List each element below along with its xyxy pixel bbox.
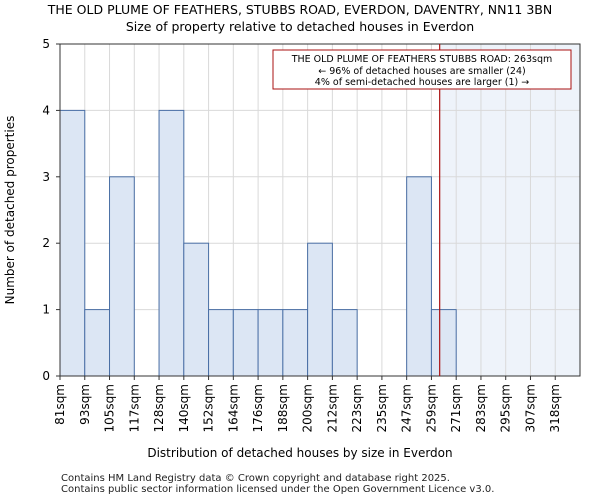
- x-tick-label: 271sqm: [449, 384, 463, 432]
- bar-128sqm: [158, 109, 185, 377]
- bar-212sqm: [331, 309, 358, 377]
- x-tick-label: 307sqm: [523, 384, 537, 432]
- x-tick-label: 295sqm: [499, 384, 513, 432]
- x-tick-label: 152sqm: [202, 384, 216, 432]
- bar-259sqm: [430, 309, 457, 377]
- y-tick-label: 1: [42, 303, 50, 317]
- y-axis: 0 1 2 3 4 5: [42, 37, 60, 383]
- bars-layer: [59, 44, 581, 377]
- bar-152sqm: [208, 309, 234, 377]
- bar-140sqm: [183, 242, 210, 377]
- chart-area: 0 1 2 3 4 5 81sqm 93sqm 105sqm 117sqm 128sqm 140sq…: [3, 37, 581, 460]
- bar-200sqm: [307, 242, 333, 377]
- bar-105sqm: [109, 176, 135, 377]
- x-tick-label: 259sqm: [424, 384, 438, 432]
- x-tick-label: 93sqm: [78, 384, 92, 425]
- x-tick-label: 283sqm: [474, 384, 488, 432]
- x-tick-label: 212sqm: [325, 384, 339, 432]
- bar-176sqm: [257, 309, 284, 377]
- annotation-line-1: THE OLD PLUME OF FEATHERS STUBBS ROAD: 2…: [291, 54, 553, 65]
- x-axis: 81sqm 93sqm 105sqm 117sqm 128sqm 140sqm 152sqm…: [53, 376, 562, 432]
- x-tick-label: 81sqm: [53, 384, 67, 425]
- x-tick-label: 188sqm: [276, 384, 290, 432]
- y-tick-label: 4: [42, 103, 50, 117]
- y-tick-label: 0: [42, 369, 50, 383]
- x-tick-label: 200sqm: [301, 384, 315, 432]
- x-tick-label: 223sqm: [350, 384, 364, 432]
- x-tick-label: 176sqm: [251, 384, 265, 432]
- x-tick-label: 128sqm: [152, 384, 166, 432]
- annotation-box: THE OLD PLUME OF FEATHERS STUBBS ROAD: 2…: [272, 49, 572, 90]
- chart-title: THE OLD PLUME OF FEATHERS, STUBBS ROAD, …: [47, 2, 553, 17]
- y-axis-label: Number of detached properties: [3, 116, 17, 305]
- annotation-line-3: 4% of semi-detached houses are larger (1…: [315, 77, 529, 88]
- bar-164sqm: [232, 309, 259, 377]
- x-axis-label: Distribution of detached houses by size …: [147, 446, 452, 460]
- x-tick-label: 140sqm: [177, 384, 191, 432]
- x-tick-label: 318sqm: [548, 384, 562, 432]
- annotation-line-2: ← 96% of detached houses are smaller (24…: [318, 66, 525, 77]
- footer-licence: Contains public sector information licen…: [61, 484, 495, 495]
- x-tick-label: 117sqm: [127, 384, 141, 432]
- bar-81sqm: [59, 109, 86, 377]
- y-tick-label: 2: [42, 236, 50, 250]
- y-tick-label: 5: [42, 37, 50, 51]
- footer-copyright: Contains HM Land Registry data © Crown c…: [61, 473, 450, 484]
- right-shade: [439, 44, 580, 376]
- x-tick-label: 164sqm: [226, 384, 240, 432]
- bar-93sqm: [84, 309, 111, 377]
- x-tick-label: 247sqm: [400, 384, 414, 432]
- chart-subtitle: Size of property relative to detached ho…: [125, 19, 475, 34]
- plot-frame: [59, 43, 581, 377]
- bar-188sqm: [282, 309, 309, 377]
- x-tick-label: 105sqm: [103, 384, 117, 432]
- y-tick-label: 3: [42, 170, 50, 184]
- x-tick-label: 235sqm: [375, 384, 389, 432]
- bar-247sqm: [406, 176, 432, 377]
